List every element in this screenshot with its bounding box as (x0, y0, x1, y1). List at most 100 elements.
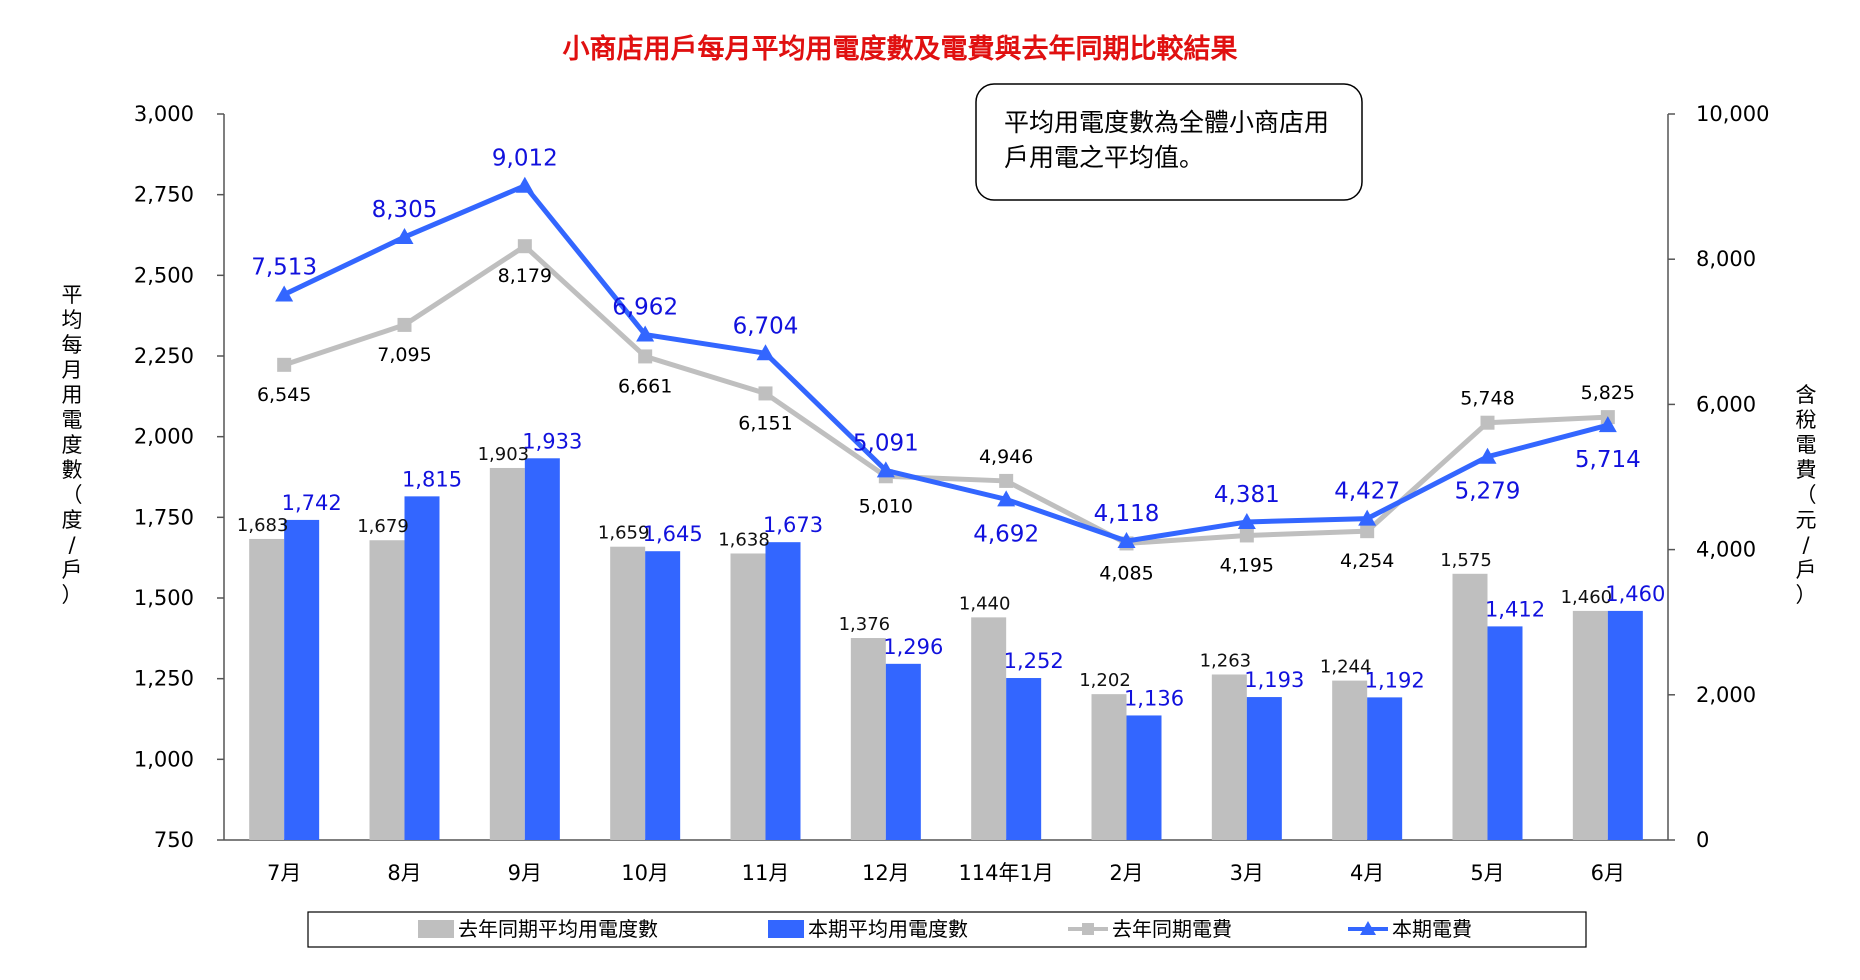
bar-current (524, 458, 560, 840)
bar-prev-year (1452, 573, 1488, 840)
bar-prev-year (1332, 680, 1368, 840)
line-prev-label: 5,825 (1581, 382, 1635, 404)
line-current-marker (1237, 512, 1256, 529)
bar-prev-label: 1,679 (357, 516, 409, 537)
line-current-label: 4,427 (1334, 479, 1400, 505)
bar-prev-label: 1,683 (237, 515, 289, 536)
line-current-marker (636, 325, 655, 342)
bar-prev-label: 1,460 (1561, 587, 1613, 608)
right-axis-title: 含稅電費（元/戶） (1796, 383, 1817, 607)
x-tick-label: 2月 (1109, 861, 1143, 885)
right-tick-label: 2,000 (1696, 683, 1756, 707)
line-prev-marker (397, 317, 412, 332)
left-tick-label: 750 (154, 828, 194, 852)
legend-marker (1082, 923, 1094, 935)
axis-title-text: 含稅電費（元/戶） (1796, 383, 1817, 607)
line-current-label: 4,381 (1214, 482, 1280, 508)
bar-prev-year (610, 546, 646, 840)
x-tick-label: 5月 (1470, 861, 1504, 885)
legend-label: 去年同期平均用電度數 (458, 917, 658, 941)
bar-current-label: 1,192 (1365, 668, 1425, 692)
line-prev-marker (1360, 524, 1375, 539)
left-tick-label: 3,000 (134, 102, 194, 126)
line-current-label: 6,704 (733, 313, 799, 339)
line-prev-label: 5,010 (859, 495, 913, 517)
line-current-marker (1478, 447, 1497, 464)
line-prev-marker (277, 357, 292, 372)
x-tick-label: 12月 (862, 861, 910, 885)
line-prev-marker (1239, 528, 1254, 543)
line-current-label: 8,305 (372, 197, 438, 223)
line-prev-label: 5,748 (1460, 388, 1514, 410)
line-prev-label: 4,195 (1220, 554, 1274, 576)
bar-prev-year (1211, 674, 1247, 840)
right-tick-label: 8,000 (1696, 247, 1756, 271)
line-prev-label: 8,179 (498, 265, 552, 287)
bar-prev-label: 1,263 (1200, 650, 1252, 671)
bar-prev-year (249, 538, 285, 840)
line-current-label: 4,118 (1094, 501, 1160, 527)
right-tick-label: 4,000 (1696, 538, 1756, 562)
legend-items: 去年同期平均用電度數 本期平均用電度數 去年同期電費 本期電費 (418, 917, 1472, 941)
bar-current-label: 1,296 (883, 635, 943, 659)
lines (275, 176, 1617, 551)
bar-current-label: 1,460 (1605, 582, 1665, 606)
line-prev-marker (517, 239, 532, 254)
bar-prev-label: 1,376 (839, 614, 891, 635)
note-line-1: 平均用電度數為全體小商店用 (1004, 108, 1329, 137)
line-prev-marker (758, 386, 773, 401)
bar-current-label: 1,815 (402, 467, 462, 491)
bar-prev-label: 1,202 (1079, 670, 1131, 691)
line-current-marker (1117, 532, 1136, 549)
bar-current (1607, 610, 1643, 840)
x-tick-label: 8月 (387, 861, 421, 885)
right-tick-label: 10,000 (1696, 102, 1769, 126)
line-current-label: 5,714 (1575, 447, 1641, 473)
x-tick-label: 3月 (1230, 861, 1264, 885)
line-current (283, 182, 1609, 544)
left-axis-title: 平均每月用電度數（度/戶） (62, 283, 83, 607)
left-axis-ticks: 750 1,000 1,250 1,500 1,750 2,000 2,250 2,500 2,… (134, 102, 224, 852)
bar-current (1487, 626, 1523, 840)
line-prev-marker (638, 349, 653, 364)
left-tick-label: 1,000 (134, 747, 194, 771)
left-tick-label: 1,250 (134, 667, 194, 691)
x-axis-categories: 7月 8月 9月 10月 11月 12月 114年1月 2月 3月 4月 5月 6月 (267, 861, 1625, 885)
left-tick-label: 2,500 (134, 263, 194, 287)
bar-prev-label: 1,440 (959, 593, 1011, 614)
bar-prev-year (1091, 694, 1127, 840)
legend-label: 本期平均用電度數 (808, 917, 968, 941)
line-current-marker (1358, 509, 1377, 526)
x-tick-label: 9月 (508, 861, 542, 885)
bar-current-label: 1,193 (1244, 668, 1304, 692)
note-box (975, 83, 1363, 201)
left-tick-label: 2,750 (134, 183, 194, 207)
bar-prev-year (971, 617, 1007, 840)
line-prev-label: 6,661 (618, 375, 672, 397)
line-current-marker (515, 176, 534, 193)
right-tick-label: 6,000 (1696, 392, 1756, 416)
bar-prev-year (489, 467, 525, 840)
x-tick-label: 10月 (621, 861, 669, 885)
axis-title-text: 平均每月用電度數（度/戶） (62, 283, 83, 607)
line-prev-label: 4,946 (979, 446, 1033, 468)
line-current-label: 6,962 (612, 295, 678, 321)
x-tick-label: 11月 (742, 861, 790, 885)
line-prev-year (283, 243, 1608, 546)
bar-current (1246, 697, 1282, 840)
bar-prev-label: 1,903 (478, 444, 530, 465)
bar-current-label: 1,933 (522, 429, 582, 453)
line-current-marker (876, 461, 895, 478)
left-tick-label: 1,500 (134, 586, 194, 610)
legend-swatch (418, 920, 454, 938)
x-tick-label: 6月 (1591, 861, 1625, 885)
bar-prev-year (369, 540, 405, 840)
bar-current (885, 663, 921, 840)
line-current-label: 4,692 (973, 521, 1039, 547)
bar-prev-year (850, 638, 886, 840)
bar-current-label: 1,673 (763, 513, 823, 537)
right-tick-label: 0 (1696, 828, 1709, 852)
line-current-marker (1598, 416, 1617, 433)
line-prev-marker (999, 473, 1014, 488)
